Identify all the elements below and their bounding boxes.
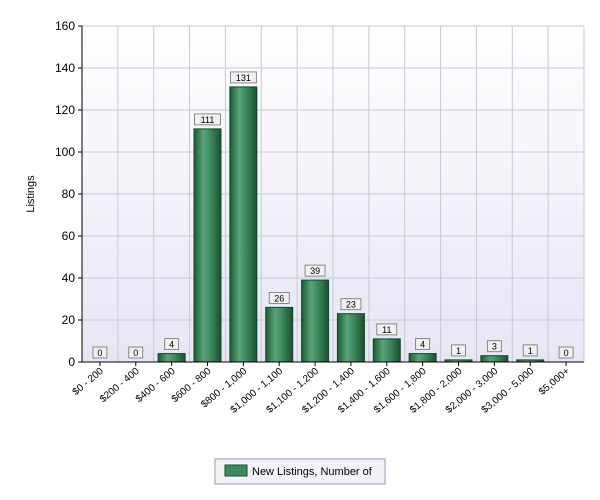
bar	[480, 355, 509, 363]
y-axis-label: Listings	[25, 175, 37, 213]
bar	[193, 128, 222, 363]
data-label: 0	[133, 348, 138, 358]
data-label: 26	[274, 293, 284, 303]
y-tick-label: 60	[62, 229, 76, 243]
data-label-box	[558, 346, 574, 359]
bar	[229, 86, 258, 363]
data-label: 3	[492, 342, 497, 352]
data-label-box	[128, 346, 144, 359]
bar	[336, 313, 365, 363]
data-label-box	[376, 323, 398, 336]
y-tick-label: 20	[62, 313, 76, 327]
data-label-box	[194, 113, 221, 126]
data-label-box	[415, 338, 431, 351]
x-tick-label: $5,000+	[537, 366, 572, 398]
data-label-box	[451, 344, 466, 357]
legend-label: New Listings, Number of	[252, 466, 373, 478]
data-label: 39	[310, 266, 320, 276]
data-label-box	[268, 291, 290, 304]
data-label: 1	[456, 346, 461, 356]
y-tick-label: 160	[55, 19, 75, 33]
bars	[157, 86, 545, 363]
y-tick-label: 40	[62, 271, 76, 285]
bar	[301, 279, 330, 363]
data-label: 23	[346, 300, 356, 310]
data-label-box	[92, 346, 108, 359]
data-label: 4	[169, 340, 174, 350]
data-label-box	[164, 338, 180, 351]
x-tick-labels: $0 - 200$200 - 400$400 - 600$600 - 800$8…	[71, 366, 572, 416]
y-tick-label: 100	[55, 145, 75, 159]
axes	[78, 25, 584, 366]
bar	[265, 306, 294, 363]
y-tick-label: 120	[55, 103, 75, 117]
y-tick-label: 0	[68, 355, 75, 369]
y-tick-labels: 0 20 40 60 80 100 120 140 160	[55, 19, 75, 369]
data-label-box	[229, 71, 257, 84]
data-label: 0	[97, 348, 102, 358]
data-label: 0	[564, 348, 569, 358]
legend: New Listings, Number of	[214, 458, 386, 485]
data-label: 1	[528, 346, 533, 356]
bar	[372, 338, 401, 363]
data-label: 111	[201, 115, 215, 125]
data-label-box	[522, 344, 538, 357]
bar	[157, 353, 186, 363]
data-label-box	[304, 264, 326, 277]
data-label-box	[340, 298, 362, 311]
data-label-box	[486, 340, 502, 353]
legend-swatch	[224, 464, 248, 477]
y-tick-label: 140	[55, 61, 75, 75]
y-tick-label: 80	[62, 187, 76, 201]
bar	[408, 353, 437, 363]
data-label: 4	[420, 340, 425, 350]
data-label: 11	[382, 325, 391, 335]
data-label: 131	[236, 73, 251, 83]
